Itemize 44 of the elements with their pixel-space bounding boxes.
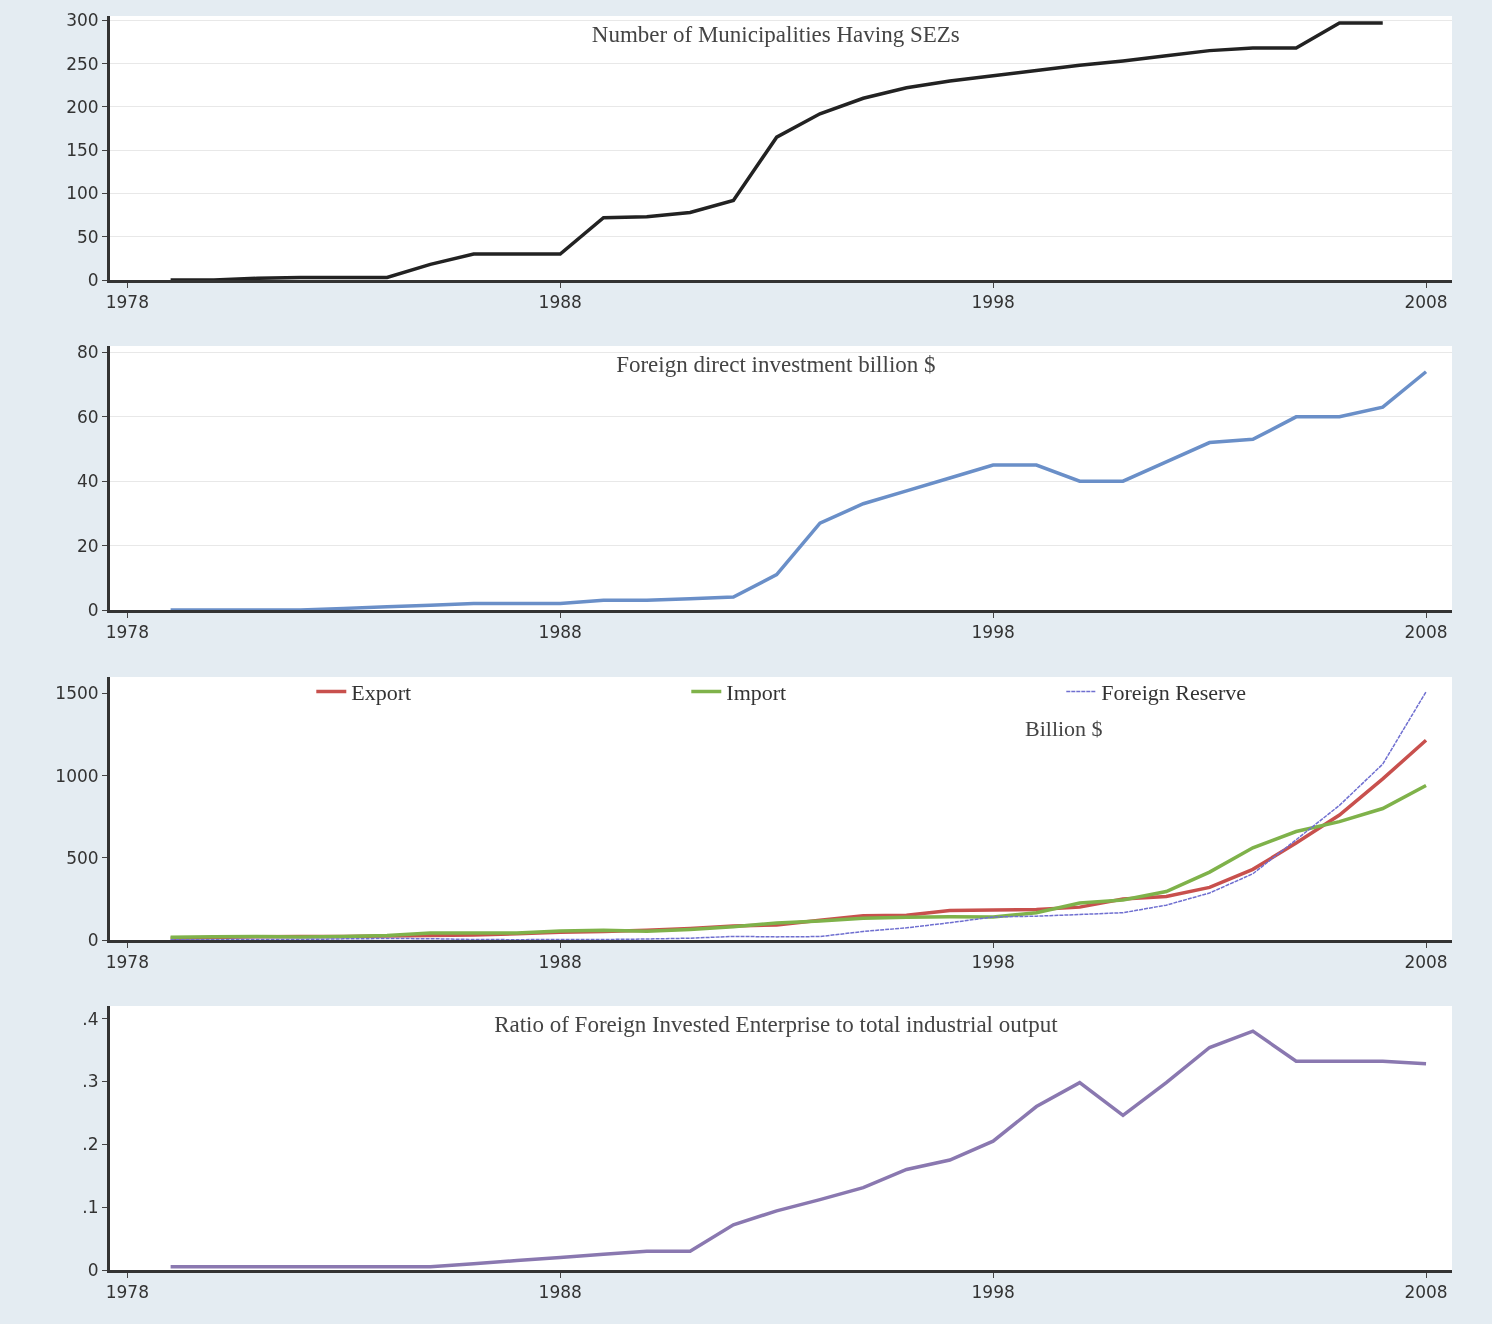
x-tick-label: 1978: [105, 952, 149, 973]
y-tick-label: .3: [82, 1071, 99, 1092]
x-tick-label: 1988: [538, 292, 582, 313]
y-tick-label: 0: [87, 929, 99, 950]
x-tick-label: 1998: [971, 952, 1015, 973]
y-tick-label: 500: [66, 847, 99, 868]
x-tick-label: 1998: [971, 622, 1015, 643]
x-tick-label: 1988: [538, 622, 582, 643]
legend-label: Foreign Reserve: [1101, 680, 1247, 706]
y-tick-label: 40: [76, 471, 99, 492]
x-tick-label: 2008: [1404, 952, 1448, 973]
y-tick-label: 250: [66, 53, 99, 74]
x-tick-label: 1998: [971, 1282, 1015, 1303]
y-tick-label: 150: [66, 140, 99, 161]
x-tick-label: 2008: [1404, 622, 1448, 643]
x-tick-label: 2008: [1404, 1282, 1448, 1303]
y-tick-label: 0: [87, 599, 99, 620]
y-tick-label: 1500: [55, 683, 99, 704]
chart-title: Ratio of Foreign Invested Enterprise to total industrial output: [494, 1012, 1059, 1038]
y-tick-label: 200: [66, 96, 99, 117]
y-tick-label: 80: [76, 342, 99, 363]
x-tick-label: 2008: [1404, 292, 1448, 313]
y-tick-label: 100: [66, 183, 99, 204]
x-tick-label: 1998: [971, 292, 1015, 313]
y-tick-label: 50: [76, 226, 99, 247]
y-tick-label: .1: [82, 1197, 99, 1218]
y-tick-label: .4: [82, 1008, 99, 1029]
y-tick-label: 20: [76, 535, 99, 556]
y-tick-label: 300: [66, 10, 99, 31]
x-tick-label: 1988: [538, 952, 582, 973]
x-tick-label: 1978: [105, 622, 149, 643]
legend-label: Export: [351, 680, 412, 706]
annotation: Billion $: [1025, 716, 1103, 741]
x-tick-label: 1988: [538, 1282, 582, 1303]
x-tick-label: 1978: [105, 1282, 149, 1303]
chart-title: Foreign direct investment billion $: [616, 352, 936, 378]
y-tick-label: 60: [76, 406, 99, 427]
y-tick-label: .2: [82, 1134, 99, 1155]
y-tick-label: 0: [87, 269, 99, 290]
y-tick-label: 1000: [55, 765, 99, 786]
y-tick-label: 0: [87, 1259, 99, 1280]
x-tick-label: 1978: [105, 292, 149, 313]
legend-label: Import: [726, 680, 787, 706]
chart-title: Number of Municipalities Having SEZs: [591, 22, 960, 48]
